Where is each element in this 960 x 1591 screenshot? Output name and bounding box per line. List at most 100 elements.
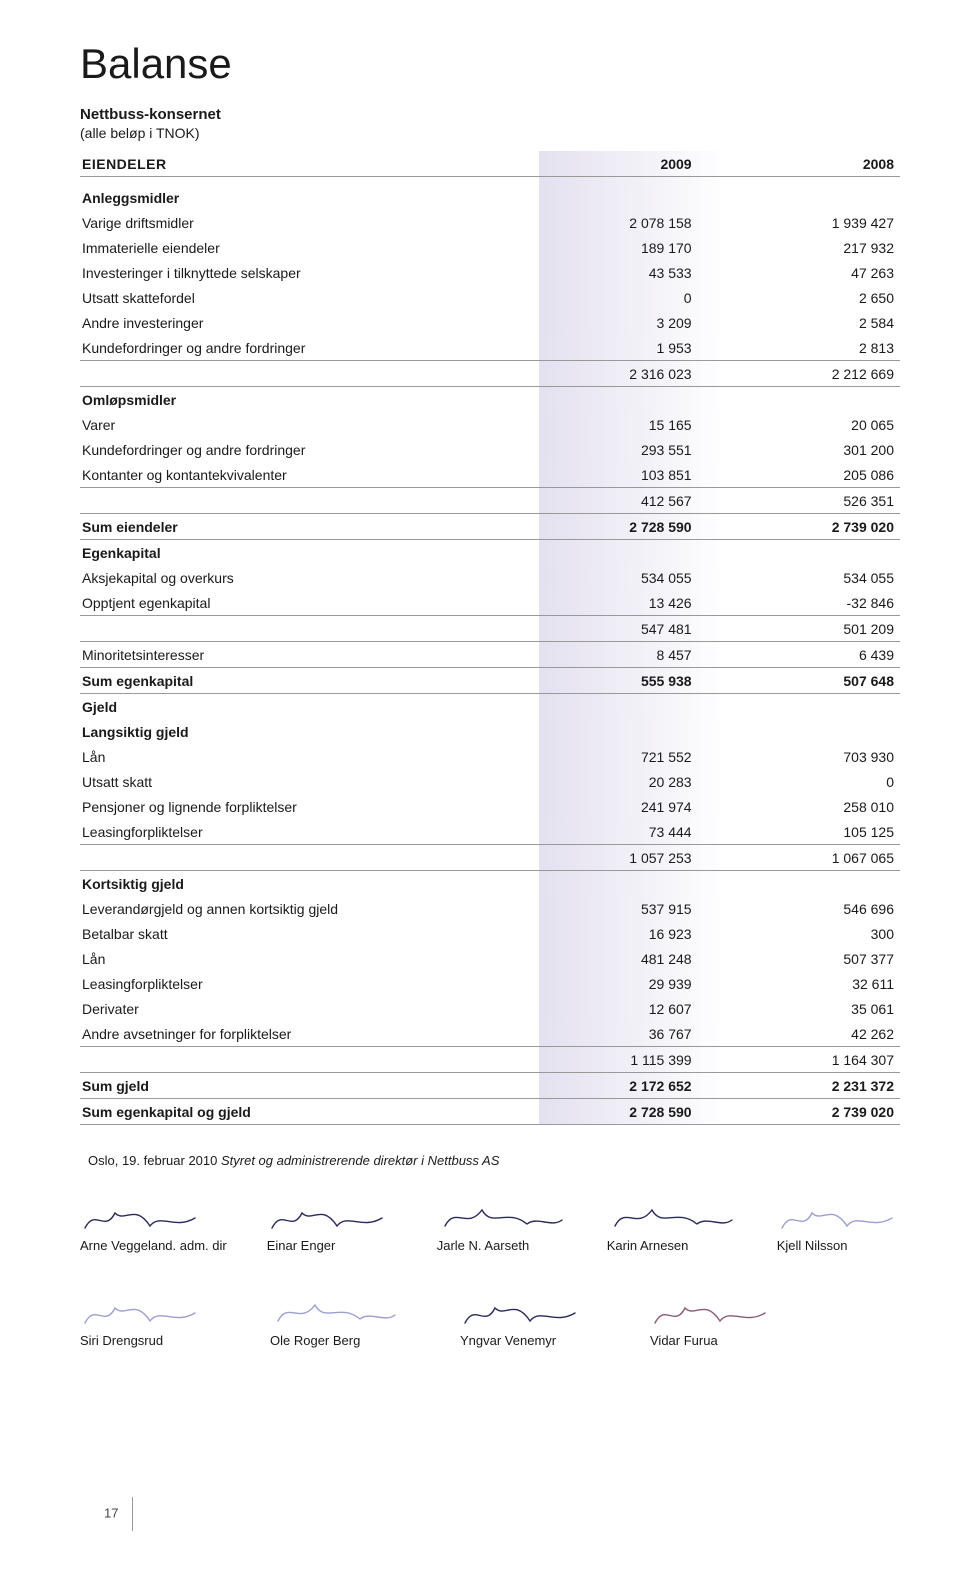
row-col-2009: 534 055 [539, 565, 719, 590]
signature: Ole Roger Berg [270, 1293, 420, 1348]
row-col-2008: 217 932 [720, 235, 900, 260]
row-col-2009: 2 316 023 [539, 361, 719, 387]
row-col-2009: 73 444 [539, 819, 719, 845]
signature: Arne Veggeland. adm. dir [80, 1198, 227, 1253]
row-col-2008: 2 813 [720, 335, 900, 361]
table-row: Kontanter og kontantekvivalenter103 8512… [80, 462, 900, 488]
signature: Einar Enger [267, 1198, 397, 1253]
table-row: Gjeld [80, 694, 900, 720]
row-label: EIENDELER [80, 151, 539, 177]
table-row: Leasingforpliktelser73 444105 125 [80, 819, 900, 845]
row-col-2008 [720, 694, 900, 720]
table-row: Sum egenkapital og gjeld2 728 5902 739 0… [80, 1099, 900, 1125]
row-col-2008: 205 086 [720, 462, 900, 488]
table-row: Omløpsmidler [80, 387, 900, 413]
row-col-2008 [720, 387, 900, 413]
table-row: Aksjekapital og overkurs534 055534 055 [80, 565, 900, 590]
row-col-2008: 526 351 [720, 488, 900, 514]
row-label: Leasingforpliktelser [80, 819, 539, 845]
signature-name: Jarle N. Aarseth [437, 1238, 567, 1253]
row-col-2009: 1 057 253 [539, 845, 719, 871]
row-label: Utsatt skatt [80, 769, 539, 794]
row-label: Kortsiktig gjeld [80, 871, 539, 897]
row-col-2009 [539, 540, 719, 566]
row-col-2008: 2 650 [720, 285, 900, 310]
row-label: Andre investeringer [80, 310, 539, 335]
footnote-prefix: Oslo, 19. februar 2010 [88, 1153, 221, 1168]
row-col-2009: 481 248 [539, 946, 719, 971]
row-label: Lån [80, 744, 539, 769]
table-row: Langsiktig gjeld [80, 719, 900, 744]
row-col-2008 [720, 871, 900, 897]
row-col-2008: 2 739 020 [720, 1099, 900, 1125]
row-label [80, 488, 539, 514]
row-label: Derivater [80, 996, 539, 1021]
row-label: Omløpsmidler [80, 387, 539, 413]
row-col-2008: 2 739 020 [720, 514, 900, 540]
row-label: Investeringer i tilknyttede selskaper [80, 260, 539, 285]
signature-scribble [437, 1198, 567, 1236]
row-col-2009: 8 457 [539, 642, 719, 668]
row-col-2008: 42 262 [720, 1021, 900, 1047]
footnote-italic: Styret og administrerende direktør i Net… [221, 1153, 499, 1168]
row-col-2008: 2 212 669 [720, 361, 900, 387]
row-col-2009: 555 938 [539, 668, 719, 694]
table-row: Investeringer i tilknyttede selskaper43 … [80, 260, 900, 285]
signature-name: Karin Arnesen [607, 1238, 737, 1253]
row-col-2008: 301 200 [720, 437, 900, 462]
row-label: Varige driftsmidler [80, 210, 539, 235]
signature: Karin Arnesen [607, 1198, 737, 1253]
row-col-2008: 534 055 [720, 565, 900, 590]
row-col-2009: 1 953 [539, 335, 719, 361]
row-col-2008: 300 [720, 921, 900, 946]
row-col-2008: 0 [720, 769, 900, 794]
table-row: Minoritetsinteresser8 4576 439 [80, 642, 900, 668]
row-col-2009 [539, 185, 719, 210]
table-row: Lån721 552703 930 [80, 744, 900, 769]
signatures-block: Arne Veggeland. adm. dir Einar Enger Jarle… [80, 1198, 900, 1348]
signature-name: Ole Roger Berg [270, 1333, 420, 1348]
row-label: Betalbar skatt [80, 921, 539, 946]
table-row: Andre avsetninger for forpliktelser36 76… [80, 1021, 900, 1047]
row-col-2008 [720, 540, 900, 566]
row-col-2008: 2008 [720, 151, 900, 177]
row-col-2009: 2 728 590 [539, 1099, 719, 1125]
row-col-2009: 29 939 [539, 971, 719, 996]
row-label: Utsatt skattefordel [80, 285, 539, 310]
row-col-2009: 2 728 590 [539, 514, 719, 540]
row-col-2008: 1 164 307 [720, 1047, 900, 1073]
table-row: Leverandørgjeld og annen kortsiktig gjel… [80, 896, 900, 921]
signature: Siri Drengsrud [80, 1293, 230, 1348]
table-row: 1 115 3991 164 307 [80, 1047, 900, 1073]
row-col-2009: 547 481 [539, 616, 719, 642]
row-col-2009 [539, 387, 719, 413]
row-col-2009: 103 851 [539, 462, 719, 488]
signature-scribble [267, 1198, 397, 1236]
row-col-2009: 0 [539, 285, 719, 310]
table-row: Opptjent egenkapital13 426-32 846 [80, 590, 900, 616]
row-col-2008: 546 696 [720, 896, 900, 921]
table-row: Utsatt skattefordel02 650 [80, 285, 900, 310]
row-col-2009: 2009 [539, 151, 719, 177]
row-col-2009: 2 172 652 [539, 1073, 719, 1099]
signature-name: Yngvar Venemyr [460, 1333, 610, 1348]
table-row: Sum gjeld2 172 6522 231 372 [80, 1073, 900, 1099]
signature-scribble [650, 1293, 780, 1331]
row-col-2008: 105 125 [720, 819, 900, 845]
signature: Kjell Nilsson [777, 1198, 907, 1253]
row-col-2008: 47 263 [720, 260, 900, 285]
table-row: Derivater12 60735 061 [80, 996, 900, 1021]
row-col-2009: 13 426 [539, 590, 719, 616]
row-col-2009: 189 170 [539, 235, 719, 260]
row-col-2008: 20 065 [720, 412, 900, 437]
row-col-2009: 43 533 [539, 260, 719, 285]
footnote: Oslo, 19. februar 2010 Styret og adminis… [88, 1153, 900, 1168]
row-label: Sum egenkapital [80, 668, 539, 694]
signature-scribble [80, 1198, 210, 1236]
row-label [80, 616, 539, 642]
signature: Vidar Furua [650, 1293, 800, 1348]
row-label: Egenkapital [80, 540, 539, 566]
signature-name: Vidar Furua [650, 1333, 800, 1348]
row-label: Sum egenkapital og gjeld [80, 1099, 539, 1125]
row-label: Leverandørgjeld og annen kortsiktig gjel… [80, 896, 539, 921]
